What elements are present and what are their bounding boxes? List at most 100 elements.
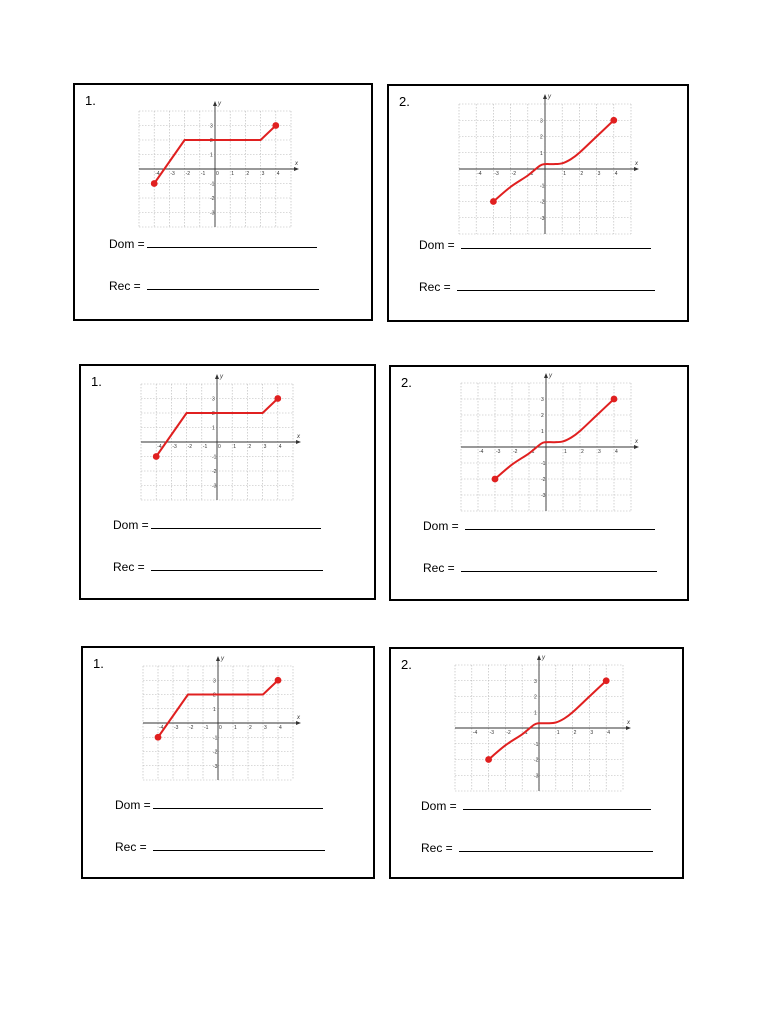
y-tick-label: -2 [210, 196, 215, 202]
x-axis-arrow [294, 167, 299, 171]
y-tick-label: -1 [210, 182, 215, 188]
y-tick-label: 3 [540, 118, 543, 124]
y-tick-label: -1 [212, 455, 217, 461]
x-tick-label: 1 [231, 171, 234, 177]
range-answer-line: Rec = [109, 279, 319, 293]
y-tick-label: -2 [213, 750, 218, 756]
domain-blank[interactable] [146, 237, 317, 248]
y-tick-label: -2 [541, 477, 546, 483]
x-axis-arrow [634, 167, 639, 171]
domain-blank[interactable] [460, 238, 651, 249]
x-tick-label: -1 [203, 444, 208, 450]
domain-answer-line: Dom = [419, 238, 651, 252]
dom-label: Dom = [115, 798, 151, 812]
exercise-card-1: 1. x y -4 -3 -2 -1 0 1 2 3 4 -3 -2 -1 1 2 3 Dom = Rec = [73, 83, 373, 321]
x-tick-label: -3 [172, 444, 177, 450]
exercise-number: 2. [399, 94, 410, 109]
rec-label: Rec = [113, 560, 145, 574]
exercise-card-5: 1. x y -4 -3 -2 -1 0 1 2 3 4 -3 -2 -1 1 2 3 Dom = Rec = [81, 646, 375, 879]
range-blank[interactable] [456, 280, 655, 291]
endpoint-dot [610, 116, 618, 124]
range-answer-line: Rec = [419, 280, 655, 294]
y-tick-label: 3 [213, 678, 216, 684]
x-axis-label: x [634, 161, 639, 167]
x-tick-label: 4 [615, 171, 618, 177]
dom-label: Dom = [113, 518, 149, 532]
x-tick-label: 2 [580, 171, 583, 177]
exercise-number: 2. [401, 375, 412, 390]
function-curve [492, 119, 615, 203]
x-tick-label: 1 [557, 730, 560, 736]
exercise-number: 1. [85, 93, 96, 108]
x-tick-label: 3 [598, 171, 601, 177]
grid [458, 103, 632, 235]
dom-label: Dom = [423, 519, 459, 533]
y-axis-label: y [548, 373, 553, 379]
endpoint-dot [272, 122, 280, 129]
endpoint-dot [485, 756, 492, 763]
y-tick-label: -3 [541, 493, 546, 499]
x-axis-label: x [626, 720, 631, 726]
y-tick-label: -1 [534, 742, 539, 748]
x-tick-label: -2 [188, 444, 193, 450]
endpoint-dot [274, 676, 282, 684]
x-tick-label: 4 [277, 171, 280, 177]
range-blank[interactable] [150, 560, 323, 571]
domain-blank[interactable] [152, 798, 323, 809]
x-tick-label: -3 [174, 725, 179, 731]
x-tick-label: 1 [564, 449, 567, 455]
x-axis-arrow [626, 726, 631, 730]
endpoint-dot [154, 733, 162, 741]
x-tick-label: 3 [590, 730, 593, 736]
y-axis-label: y [217, 101, 222, 107]
exercise-number: 1. [93, 656, 104, 671]
range-blank[interactable] [146, 279, 319, 290]
range-blank[interactable] [458, 841, 653, 852]
domain-blank[interactable] [150, 518, 321, 529]
y-axis-arrow [543, 94, 547, 99]
rec-label: Rec = [423, 561, 455, 575]
function-curve [155, 397, 279, 458]
function-curve [157, 679, 279, 739]
x-tick-label: 1 [563, 171, 566, 177]
domain-blank[interactable] [462, 799, 651, 810]
domain-blank[interactable] [464, 519, 655, 530]
y-axis-arrow [537, 655, 541, 660]
y-axis-arrow [216, 656, 220, 661]
x-tick-label: -3 [494, 171, 499, 177]
function-curve [153, 124, 277, 185]
y-tick-label: 1 [212, 426, 215, 432]
x-tick-label: 2 [581, 449, 584, 455]
y-tick-label: 3 [210, 124, 213, 130]
y-tick-label: -3 [212, 484, 217, 490]
x-tick-label: 4 [279, 444, 282, 450]
x-tick-label: -2 [512, 171, 517, 177]
y-tick-label: -2 [534, 758, 539, 764]
x-tick-label: 4 [607, 730, 610, 736]
x-tick-label: -4 [159, 725, 164, 731]
x-axis-arrow [634, 445, 639, 449]
x-tick-label: 4 [279, 725, 282, 731]
range-blank[interactable] [152, 840, 325, 851]
y-tick-label: -2 [540, 200, 545, 206]
x-tick-label: -2 [186, 171, 191, 177]
x-tick-label: 3 [598, 449, 601, 455]
y-axis-arrow [213, 101, 217, 106]
domain-answer-line: Dom = [115, 798, 323, 812]
function-curve [487, 679, 608, 761]
range-blank[interactable] [460, 561, 657, 572]
x-tick-label: 0 [219, 725, 222, 731]
range-answer-line: Rec = [421, 841, 653, 855]
x-tick-label: -4 [473, 730, 478, 736]
y-tick-label: 1 [210, 153, 213, 159]
x-tick-label: -4 [157, 444, 162, 450]
y-tick-label: 2 [540, 135, 543, 141]
y-axis-arrow [544, 373, 548, 378]
y-tick-label: 3 [212, 397, 215, 403]
y-tick-label: -3 [534, 773, 539, 779]
x-axis-label: x [296, 434, 301, 440]
x-tick-label: -1 [204, 725, 209, 731]
x-axis-label: x [294, 161, 299, 167]
